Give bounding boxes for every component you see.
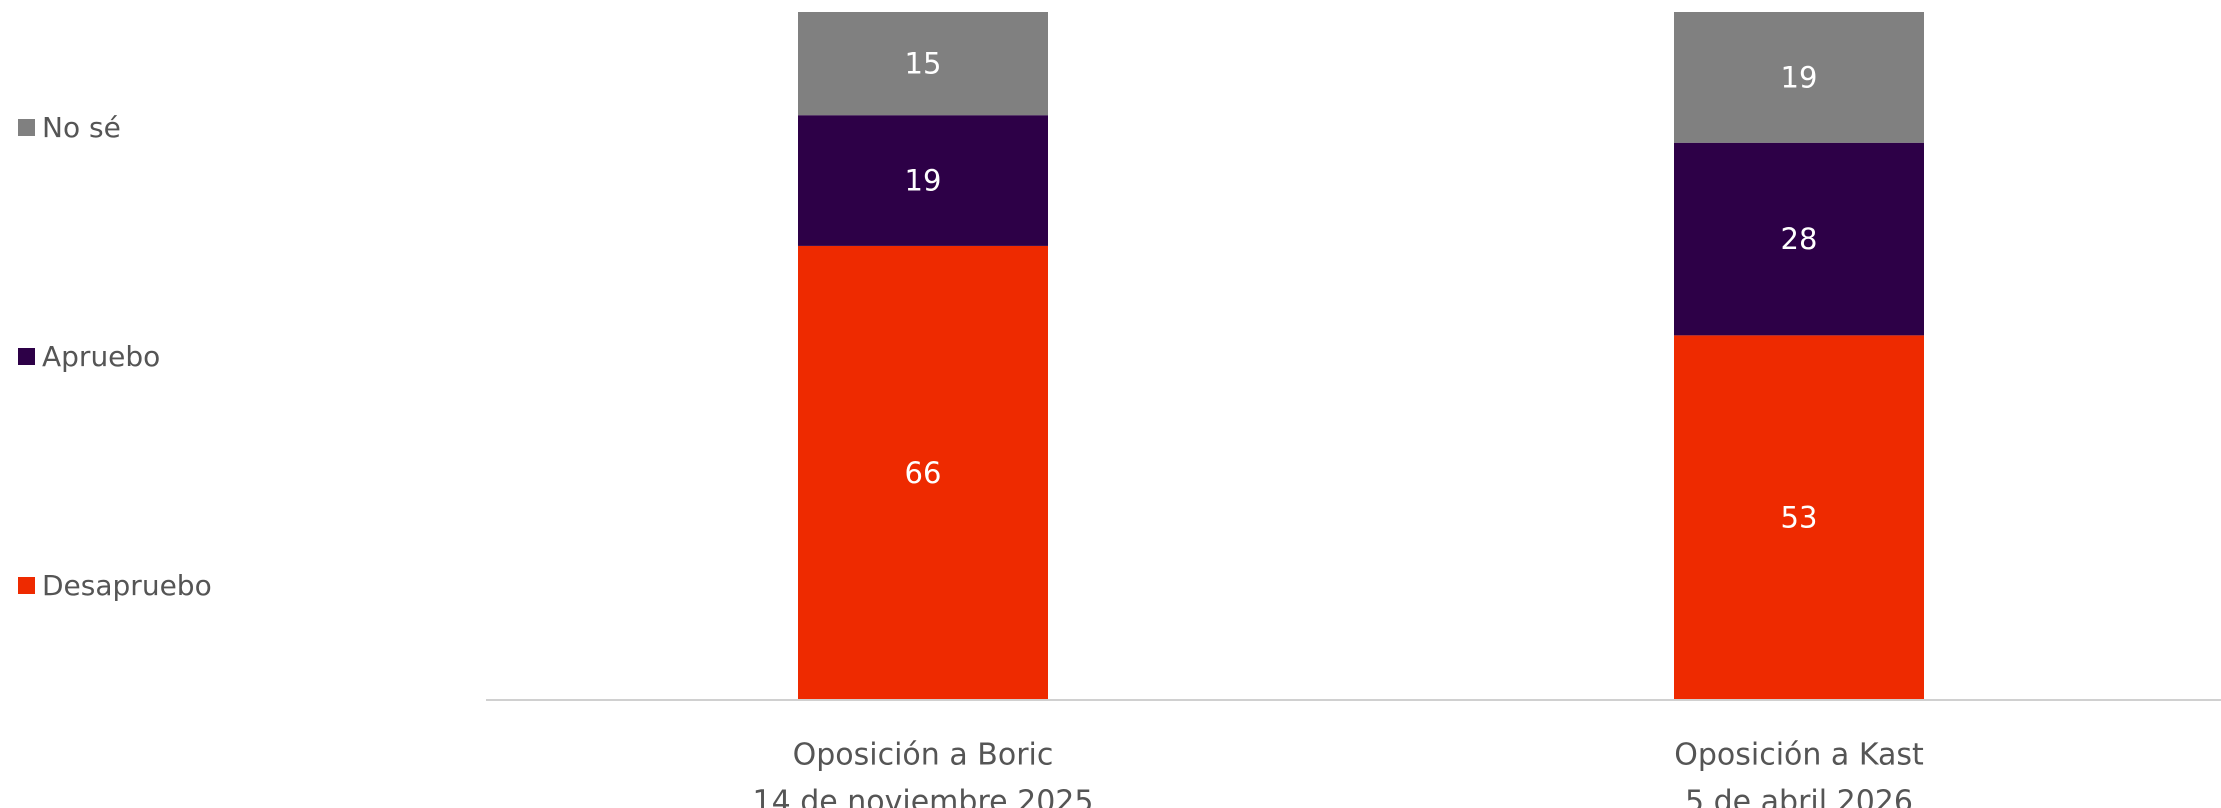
legend-swatch-desapruebo	[18, 577, 35, 594]
x-tick-label: 14 de noviembre 2025	[753, 785, 1094, 808]
legend-label-no-se: No sé	[42, 111, 121, 144]
data-label: 66	[905, 456, 942, 490]
legend-label-desapruebo: Desapruebo	[42, 569, 212, 602]
data-label: 15	[905, 47, 942, 81]
x-tick-label: Oposición a Kast	[1674, 738, 1924, 773]
bar-segment-2-apruebo	[1674, 142, 1924, 336]
legend-item-apruebo: Apruebo	[18, 340, 160, 373]
x-tick-label: Oposición a Boric	[793, 738, 1054, 773]
data-label: 19	[905, 164, 942, 198]
legend-label-apruebo: Apruebo	[42, 340, 161, 373]
data-label: 53	[1781, 501, 1818, 535]
bars-group: 66 19 15 53 28 19	[798, 12, 1924, 701]
bar-segment-1-no-se	[798, 12, 1048, 116]
data-label: 19	[1781, 60, 1818, 94]
legend-swatch-no-se	[18, 119, 35, 136]
bar-segment-1-apruebo	[798, 115, 1048, 246]
legend-item-no-se: No sé	[18, 111, 121, 144]
bar-segment-1-desapruebo	[798, 245, 1048, 701]
bar-segment-2-no-se	[1674, 12, 1924, 143]
bar-segment-2-desapruebo	[1674, 335, 1924, 700]
x-tick-label: 5 de abril 2026	[1685, 785, 1913, 808]
x-tick-labels: Oposición a Boric 14 de noviembre 2025 Opo…	[753, 738, 1924, 808]
legend-swatch-apruebo	[18, 348, 35, 365]
legend-item-desapruebo: Desapruebo	[18, 569, 212, 602]
data-label: 28	[1781, 222, 1818, 256]
